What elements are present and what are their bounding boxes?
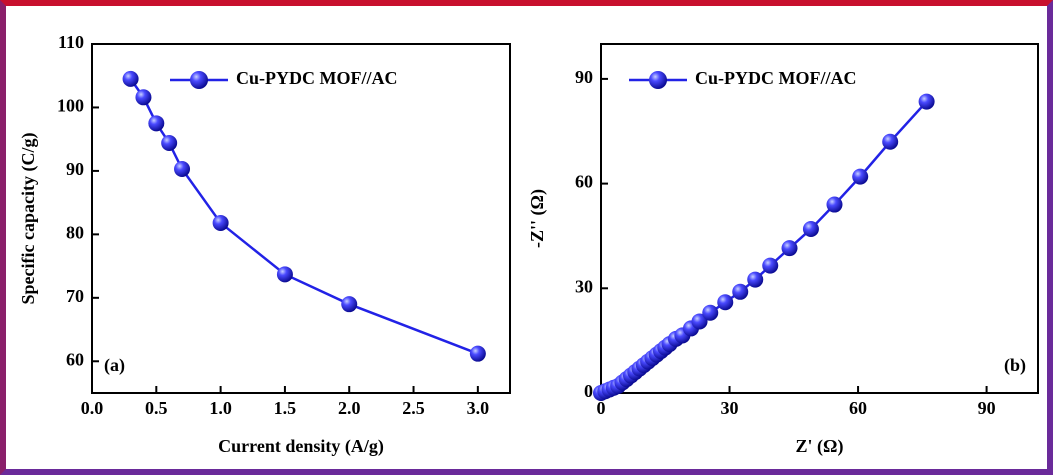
y-tick-label: 30 (575, 276, 593, 296)
data-point (747, 271, 764, 288)
data-point (732, 283, 749, 300)
y-axis-label: Specific capacity (C/g) (18, 133, 39, 305)
data-point (161, 134, 178, 151)
data-point (122, 70, 139, 87)
data-point (469, 345, 486, 362)
y-axis-label: -Z'' (Ω) (527, 189, 548, 248)
legend-label: Cu-PYDC MOF//AC (695, 68, 856, 88)
x-tick-label: 1.5 (274, 398, 297, 418)
data-point (918, 93, 935, 110)
data-point (174, 161, 191, 178)
x-tick-label: 60 (849, 398, 867, 418)
legend-label: Cu-PYDC MOF//AC (236, 68, 397, 88)
data-point (826, 196, 843, 213)
y-tick-label: 60 (575, 172, 593, 192)
data-point (691, 313, 708, 330)
series-line (129, 78, 479, 355)
data-point (852, 168, 869, 185)
x-tick-label: 2.0 (338, 398, 361, 418)
y-tick-label: 0 (584, 381, 593, 401)
data-point (148, 115, 165, 132)
data-point (276, 266, 293, 283)
legend-marker (190, 71, 208, 89)
x-tick-label: 2.5 (402, 398, 425, 418)
data-point (212, 214, 229, 231)
y-tick-label: 70 (66, 286, 84, 306)
data-point (702, 304, 719, 321)
series-line (600, 100, 928, 395)
data-point (781, 240, 798, 257)
y-tick-label: 110 (58, 32, 84, 52)
plot-frame (91, 43, 511, 394)
x-tick-label: 0.5 (145, 398, 168, 418)
data-point (882, 133, 899, 150)
panel-label: (a) (104, 355, 125, 376)
data-point (802, 220, 819, 237)
y-tick-label: 60 (66, 349, 84, 369)
x-tick-label: 0 (597, 398, 606, 418)
data-point (341, 296, 358, 313)
x-axis-label: Z' (Ω) (796, 436, 844, 457)
x-tick-label: 3.0 (467, 398, 490, 418)
x-tick-label: 30 (721, 398, 739, 418)
plot-frame (600, 43, 1039, 394)
y-tick-label: 90 (575, 67, 593, 87)
data-point (135, 89, 152, 106)
x-axis-label: Current density (A/g) (218, 436, 384, 457)
data-point (717, 294, 734, 311)
y-tick-label: 80 (66, 222, 84, 242)
x-tick-label: 90 (978, 398, 996, 418)
panel-label: (b) (1004, 355, 1026, 376)
y-tick-label: 90 (66, 159, 84, 179)
x-tick-label: 0.0 (81, 398, 104, 418)
data-point (762, 257, 779, 274)
legend-marker (649, 71, 667, 89)
y-tick-label: 100 (57, 96, 84, 116)
x-tick-label: 1.0 (209, 398, 232, 418)
